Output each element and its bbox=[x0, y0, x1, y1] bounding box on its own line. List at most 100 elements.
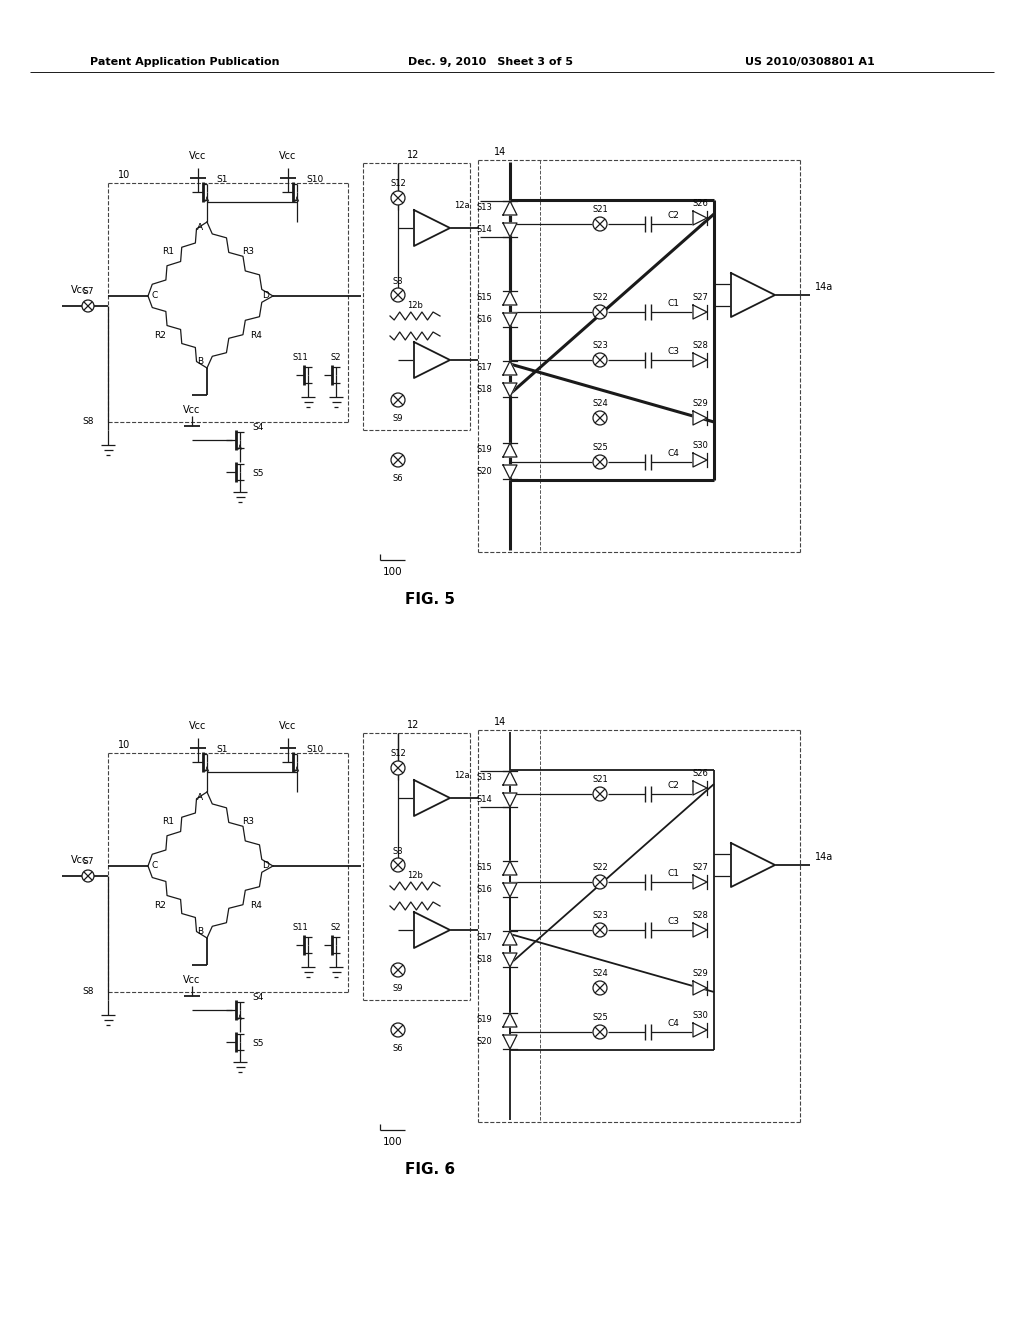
Text: 12: 12 bbox=[407, 719, 419, 730]
Circle shape bbox=[82, 870, 94, 882]
Polygon shape bbox=[503, 290, 517, 305]
Text: Vcc: Vcc bbox=[183, 975, 201, 985]
Text: R3: R3 bbox=[242, 817, 254, 826]
Text: S23: S23 bbox=[592, 341, 608, 350]
Circle shape bbox=[593, 875, 607, 888]
Text: S20: S20 bbox=[476, 1038, 492, 1047]
Circle shape bbox=[593, 1026, 607, 1039]
Text: S25: S25 bbox=[592, 442, 608, 451]
Text: S30: S30 bbox=[692, 441, 708, 450]
Circle shape bbox=[391, 191, 406, 205]
Text: S14: S14 bbox=[476, 226, 492, 235]
Text: S12: S12 bbox=[390, 750, 406, 759]
Text: C2: C2 bbox=[668, 211, 680, 220]
Circle shape bbox=[391, 762, 406, 775]
Text: FIG. 6: FIG. 6 bbox=[404, 1163, 455, 1177]
Text: S12: S12 bbox=[390, 180, 406, 189]
Polygon shape bbox=[693, 981, 707, 995]
Polygon shape bbox=[693, 411, 707, 425]
Text: S7: S7 bbox=[82, 286, 94, 296]
Polygon shape bbox=[731, 273, 775, 317]
Circle shape bbox=[593, 455, 607, 469]
Polygon shape bbox=[693, 211, 707, 224]
Text: S14: S14 bbox=[476, 796, 492, 804]
Text: S7: S7 bbox=[82, 857, 94, 866]
Text: S4: S4 bbox=[252, 424, 263, 433]
Circle shape bbox=[391, 393, 406, 407]
Text: S21: S21 bbox=[592, 205, 608, 214]
Text: S22: S22 bbox=[592, 293, 608, 301]
Polygon shape bbox=[503, 861, 517, 875]
Polygon shape bbox=[693, 923, 707, 937]
Polygon shape bbox=[503, 931, 517, 945]
Text: FIG. 5: FIG. 5 bbox=[406, 593, 455, 607]
Text: R1: R1 bbox=[162, 817, 174, 826]
Polygon shape bbox=[503, 953, 517, 968]
Polygon shape bbox=[414, 780, 450, 816]
Text: 14: 14 bbox=[494, 717, 506, 727]
Text: C: C bbox=[152, 862, 159, 870]
Text: S10: S10 bbox=[306, 176, 324, 185]
Polygon shape bbox=[503, 444, 517, 457]
Text: S2: S2 bbox=[331, 352, 341, 362]
Text: S26: S26 bbox=[692, 768, 708, 777]
Text: S10: S10 bbox=[306, 746, 324, 755]
Polygon shape bbox=[503, 1012, 517, 1027]
Text: D: D bbox=[262, 292, 269, 301]
Text: Vcc: Vcc bbox=[189, 721, 207, 731]
Text: C3: C3 bbox=[668, 917, 680, 927]
Text: S1: S1 bbox=[216, 746, 227, 755]
Text: 12: 12 bbox=[407, 150, 419, 160]
Text: S17: S17 bbox=[476, 933, 492, 942]
Text: S6: S6 bbox=[392, 1044, 403, 1053]
Text: C3: C3 bbox=[668, 347, 680, 356]
Text: C1: C1 bbox=[668, 300, 680, 309]
Text: S4: S4 bbox=[252, 994, 263, 1002]
Text: S15: S15 bbox=[476, 863, 492, 873]
Text: C2: C2 bbox=[668, 781, 680, 791]
Text: S17: S17 bbox=[476, 363, 492, 372]
Text: S2: S2 bbox=[331, 923, 341, 932]
Circle shape bbox=[593, 981, 607, 995]
Text: S24: S24 bbox=[592, 969, 608, 978]
Text: S27: S27 bbox=[692, 293, 708, 301]
Text: S1: S1 bbox=[216, 176, 227, 185]
Text: S27: S27 bbox=[692, 862, 708, 871]
Text: R2: R2 bbox=[154, 902, 166, 911]
Text: S21: S21 bbox=[592, 775, 608, 784]
Polygon shape bbox=[503, 1035, 517, 1049]
Text: S5: S5 bbox=[252, 1040, 263, 1048]
Text: 100: 100 bbox=[383, 568, 402, 577]
Text: S20: S20 bbox=[476, 467, 492, 477]
Text: D: D bbox=[262, 862, 269, 870]
Text: R3: R3 bbox=[242, 248, 254, 256]
Text: S22: S22 bbox=[592, 862, 608, 871]
Polygon shape bbox=[503, 465, 517, 479]
Text: S11: S11 bbox=[292, 923, 308, 932]
Text: S18: S18 bbox=[476, 385, 492, 395]
Text: S6: S6 bbox=[392, 474, 403, 483]
Text: R1: R1 bbox=[162, 248, 174, 256]
Circle shape bbox=[593, 411, 607, 425]
Text: S16: S16 bbox=[476, 315, 492, 325]
Text: S11: S11 bbox=[292, 352, 308, 362]
Text: C4: C4 bbox=[668, 450, 680, 458]
Text: 14: 14 bbox=[494, 147, 506, 157]
Text: C: C bbox=[152, 292, 159, 301]
Polygon shape bbox=[693, 781, 707, 795]
Polygon shape bbox=[693, 453, 707, 467]
Polygon shape bbox=[503, 360, 517, 375]
Circle shape bbox=[593, 923, 607, 937]
Polygon shape bbox=[503, 771, 517, 785]
Polygon shape bbox=[503, 313, 517, 327]
Polygon shape bbox=[693, 305, 707, 319]
Text: S30: S30 bbox=[692, 1011, 708, 1019]
Text: 12a: 12a bbox=[454, 202, 470, 210]
Text: 12a: 12a bbox=[454, 771, 470, 780]
Text: R4: R4 bbox=[250, 902, 262, 911]
Text: C4: C4 bbox=[668, 1019, 680, 1028]
Text: S28: S28 bbox=[692, 911, 708, 920]
Text: S3: S3 bbox=[392, 846, 403, 855]
Text: S8: S8 bbox=[82, 417, 94, 426]
Text: Vcc: Vcc bbox=[280, 721, 297, 731]
